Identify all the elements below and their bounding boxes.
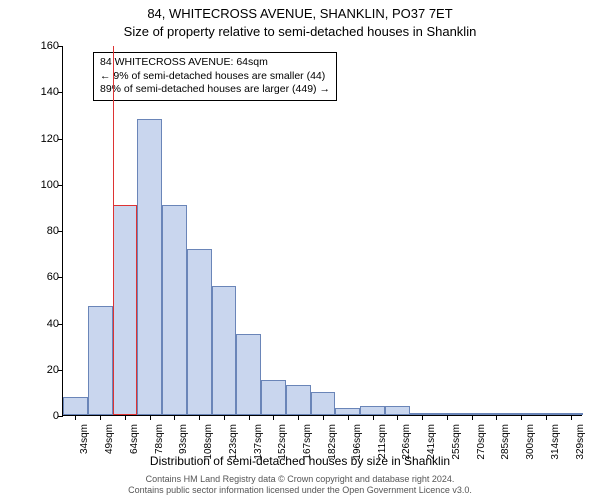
y-tick-label: 120 xyxy=(25,133,59,145)
y-tick-mark xyxy=(58,46,63,47)
y-tick-mark xyxy=(58,139,63,140)
y-tick-mark xyxy=(58,370,63,371)
histogram-bar xyxy=(137,119,162,415)
license-line1: Contains HM Land Registry data © Crown c… xyxy=(0,474,600,485)
y-tick-mark xyxy=(58,92,63,93)
histogram-bar xyxy=(162,205,187,415)
x-tick-mark xyxy=(199,415,200,420)
y-tick-mark xyxy=(58,324,63,325)
y-tick-mark xyxy=(58,185,63,186)
histogram-bar xyxy=(286,385,311,415)
x-tick-mark xyxy=(100,415,101,420)
x-tick-mark xyxy=(249,415,250,420)
x-tick-mark xyxy=(546,415,547,420)
x-axis-label: Distribution of semi-detached houses by … xyxy=(0,454,600,468)
y-tick-label: 100 xyxy=(25,179,59,191)
annotation-line1: 84 WHITECROSS AVENUE: 64sqm xyxy=(100,56,330,70)
histogram-bar xyxy=(335,408,360,415)
x-tick-mark xyxy=(496,415,497,420)
x-tick-mark xyxy=(422,415,423,420)
histogram-bar xyxy=(360,406,385,415)
x-tick-mark xyxy=(323,415,324,420)
chart-title-line1: 84, WHITECROSS AVENUE, SHANKLIN, PO37 7E… xyxy=(0,6,600,21)
histogram-bar xyxy=(261,380,286,415)
x-tick-mark xyxy=(273,415,274,420)
x-tick-mark xyxy=(125,415,126,420)
marker-line xyxy=(113,46,114,415)
annotation-line2: ← 9% of semi-detached houses are smaller… xyxy=(100,70,330,84)
x-tick-mark xyxy=(224,415,225,420)
y-tick-label: 0 xyxy=(25,410,59,422)
histogram-bar xyxy=(187,249,212,416)
histogram-bar xyxy=(236,334,261,415)
x-tick-mark xyxy=(75,415,76,420)
y-tick-label: 60 xyxy=(25,271,59,283)
x-tick-mark xyxy=(472,415,473,420)
histogram-bar xyxy=(311,392,336,415)
x-tick-mark xyxy=(447,415,448,420)
y-tick-label: 20 xyxy=(25,364,59,376)
x-tick-mark xyxy=(397,415,398,420)
histogram-bar xyxy=(113,205,138,415)
histogram-bar xyxy=(385,406,410,415)
histogram-bar xyxy=(88,306,113,415)
y-tick-mark xyxy=(58,277,63,278)
histogram-bar xyxy=(212,286,237,416)
annotation-box: 84 WHITECROSS AVENUE: 64sqm ← 9% of semi… xyxy=(93,52,337,101)
chart-title-line2: Size of property relative to semi-detach… xyxy=(0,24,600,39)
y-tick-label: 160 xyxy=(25,40,59,52)
annotation-line3: 89% of semi-detached houses are larger (… xyxy=(100,83,330,97)
y-tick-label: 140 xyxy=(25,86,59,98)
x-tick-mark xyxy=(348,415,349,420)
y-tick-label: 40 xyxy=(25,318,59,330)
license-line2: Contains public sector information licen… xyxy=(0,485,600,496)
x-tick-mark xyxy=(298,415,299,420)
x-tick-mark xyxy=(150,415,151,420)
histogram-bar xyxy=(63,397,88,416)
x-tick-mark xyxy=(571,415,572,420)
chart-container: 84, WHITECROSS AVENUE, SHANKLIN, PO37 7E… xyxy=(0,0,600,500)
y-tick-mark xyxy=(58,231,63,232)
x-tick-mark xyxy=(521,415,522,420)
license-text: Contains HM Land Registry data © Crown c… xyxy=(0,474,600,496)
x-tick-mark xyxy=(373,415,374,420)
y-tick-label: 80 xyxy=(25,225,59,237)
y-tick-mark xyxy=(58,416,63,417)
x-tick-mark xyxy=(174,415,175,420)
plot-area: 84 WHITECROSS AVENUE: 64sqm ← 9% of semi… xyxy=(62,46,582,416)
